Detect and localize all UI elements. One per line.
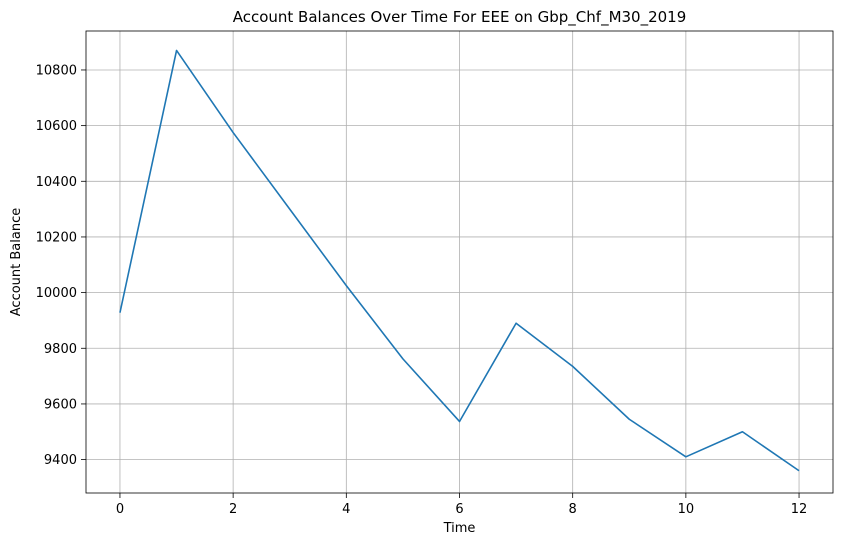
- x-axis-label: Time: [443, 521, 476, 536]
- x-tick-label: 12: [791, 502, 808, 517]
- y-tick-label: 9400: [44, 453, 77, 468]
- x-tick-label: 10: [678, 502, 695, 517]
- tick-labels: 0 2 4 6 8 10 12 9400 9600 9800 10000 10200 10400 1060…: [36, 63, 808, 517]
- grid-lines: [86, 31, 833, 493]
- y-tick-label: 9600: [44, 397, 77, 412]
- plot-area-frame: [85, 30, 834, 494]
- series-lines: [119, 49, 800, 472]
- x-tick-label: 6: [455, 502, 463, 517]
- y-tick-label: 10000: [36, 286, 77, 301]
- y-tick-label: 10400: [36, 175, 77, 190]
- y-tick-label: 10600: [36, 119, 77, 134]
- y-tick-label: 9800: [44, 342, 77, 357]
- y-axis-label: Account Balance: [9, 208, 24, 316]
- x-tick-label: 0: [116, 502, 124, 517]
- axis-ticks: [81, 69, 800, 498]
- y-tick-label: 10200: [36, 230, 77, 245]
- x-tick-label: 4: [342, 502, 350, 517]
- x-tick-label: 2: [229, 502, 237, 517]
- chart-title: Account Balances Over Time For EEE on Gb…: [233, 8, 687, 27]
- x-tick-label: 8: [569, 502, 577, 517]
- y-tick-label: 10800: [36, 63, 77, 78]
- series-line: [119, 49, 800, 472]
